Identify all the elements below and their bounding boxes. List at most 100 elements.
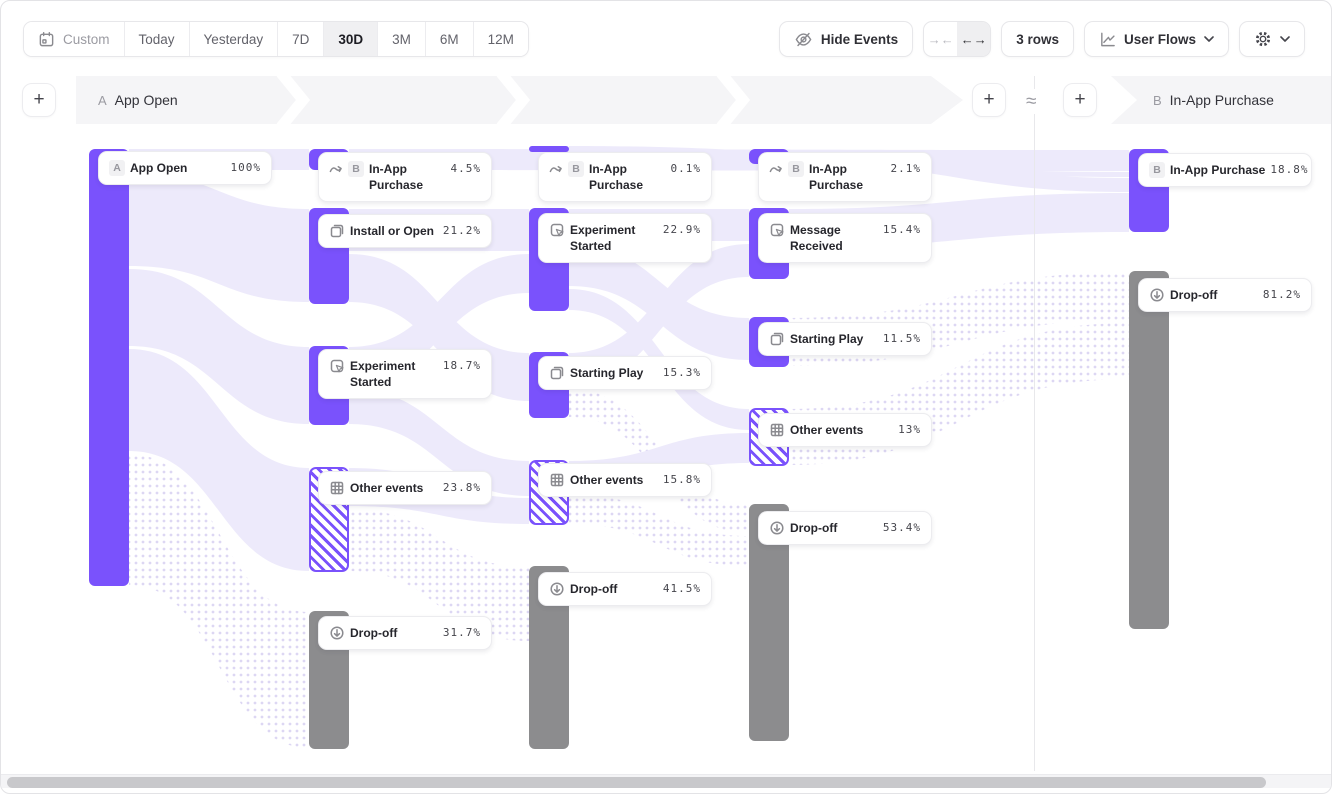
date-range-yesterday[interactable]: Yesterday bbox=[188, 22, 278, 56]
end-event-header[interactable]: B In-App Purchase bbox=[1153, 76, 1274, 124]
flow-node-label: Experiment Started bbox=[350, 359, 416, 390]
flow-node-other-events[interactable]: Other events 23.8% bbox=[318, 471, 492, 506]
date-range-3m[interactable]: 3M bbox=[377, 22, 425, 56]
flow-node-drop-off[interactable]: Drop-off 53.4% bbox=[758, 511, 932, 546]
flow-node-percent: 15.4% bbox=[882, 223, 921, 236]
windows-icon bbox=[769, 331, 785, 347]
hide-events-button[interactable]: Hide Events bbox=[778, 21, 914, 57]
flow-node-starting-play[interactable]: Starting Play 11.5% bbox=[758, 322, 932, 357]
flow-node-label: In-App Purchase bbox=[1170, 163, 1266, 177]
flow-node-experiment-started[interactable]: Experiment Started 18.7% bbox=[318, 349, 492, 400]
flow-node-percent: 13% bbox=[898, 423, 921, 436]
approx-icon: ≈ bbox=[1025, 89, 1038, 114]
event-letter-badge: B bbox=[568, 161, 584, 177]
flow-node-label: Install or Open bbox=[350, 224, 435, 238]
flow-node-drop-off[interactable]: Drop-off 81.2% bbox=[1138, 278, 1312, 313]
flow-node-label: Experiment Started bbox=[570, 223, 636, 254]
date-range-group: Custom Today Yesterday 7D 30D 3M 6M 12M bbox=[23, 21, 529, 57]
date-range-custom[interactable]: Custom bbox=[24, 22, 124, 56]
flow-node-in-app-purchase[interactable]: B In-App Purchase 18.8% bbox=[1138, 153, 1312, 188]
flow-node-label: Drop-off bbox=[1170, 288, 1218, 302]
click-icon bbox=[549, 222, 565, 238]
flow-node-percent: 81.2% bbox=[1262, 288, 1301, 301]
add-step-end-button[interactable]: + bbox=[1063, 83, 1097, 117]
flow-ribbon bbox=[129, 173, 309, 302]
flow-bar-app-open[interactable] bbox=[89, 149, 129, 586]
panel-divider bbox=[1034, 76, 1035, 771]
flow-node-label: Drop-off bbox=[350, 626, 398, 640]
date-range-label: Custom bbox=[63, 31, 110, 47]
end-event-letter: B bbox=[1153, 92, 1162, 108]
flow-ribbon bbox=[129, 269, 309, 424]
flow-node-drop-off[interactable]: Drop-off 31.7% bbox=[318, 616, 492, 651]
drop-icon bbox=[1149, 287, 1165, 303]
drop-icon bbox=[329, 625, 345, 641]
click-icon bbox=[329, 358, 345, 374]
flow-node-experiment-started[interactable]: Experiment Started 22.9% bbox=[538, 213, 712, 264]
add-step-middle-button[interactable]: + bbox=[972, 83, 1006, 117]
horizontal-scrollbar-thumb[interactable] bbox=[7, 776, 1266, 788]
goto-arrow-icon bbox=[329, 162, 343, 176]
flow-node-label: Starting Play bbox=[570, 366, 644, 380]
eye-off-icon bbox=[794, 30, 813, 49]
start-event-header[interactable]: A App Open bbox=[98, 76, 178, 124]
chevron-down-icon bbox=[1204, 36, 1214, 42]
view-select-button[interactable]: User Flows bbox=[1083, 21, 1229, 57]
add-step-start-button[interactable]: + bbox=[22, 83, 56, 117]
flow-node-in-app-purchase[interactable]: B In-App Purchase 0.1% bbox=[538, 152, 712, 203]
flow-node-install-or-open[interactable]: Install or Open 21.2% bbox=[318, 214, 492, 249]
date-range-today[interactable]: Today bbox=[123, 22, 189, 56]
flow-node-in-app-purchase[interactable]: B In-App Purchase 4.5% bbox=[318, 152, 492, 203]
flow-ribbon bbox=[569, 244, 749, 386]
flow-node-other-events[interactable]: Other events 15.8% bbox=[538, 463, 712, 498]
date-range-label: 12M bbox=[487, 31, 514, 47]
flow-node-label: Starting Play bbox=[790, 332, 864, 346]
flow-node-label: Drop-off bbox=[790, 521, 838, 535]
flow-node-label: In-App Purchase bbox=[809, 162, 864, 193]
flow-node-percent: 31.7% bbox=[442, 626, 481, 639]
flow-node-percent: 18.8% bbox=[1270, 163, 1309, 176]
flow-node-percent: 23.8% bbox=[442, 481, 481, 494]
collapse-columns-button[interactable]: →← bbox=[924, 22, 957, 56]
flow-node-starting-play[interactable]: Starting Play 15.3% bbox=[538, 356, 712, 391]
toolbar: Custom Today Yesterday 7D 30D 3M 6M 12M Hide Ev… bbox=[1, 1, 1331, 67]
date-range-12m[interactable]: 12M bbox=[472, 22, 528, 56]
expand-columns-button[interactable]: ←→ bbox=[957, 22, 991, 56]
start-event-letter: A bbox=[98, 92, 107, 108]
flow-ribbon-dropoff bbox=[129, 454, 309, 748]
settings-button[interactable] bbox=[1239, 21, 1305, 57]
flow-node-drop-off[interactable]: Drop-off 41.5% bbox=[538, 572, 712, 607]
end-event-name: In-App Purchase bbox=[1169, 92, 1274, 108]
flow-node-percent: 22.9% bbox=[662, 223, 701, 236]
flow-node-percent: 41.5% bbox=[662, 582, 701, 595]
date-range-label: 6M bbox=[439, 31, 459, 47]
horizontal-scrollbar-track[interactable] bbox=[1, 774, 1331, 788]
flow-node-label: In-App Purchase bbox=[369, 162, 424, 193]
grid-icon bbox=[329, 480, 345, 496]
flow-node-label: Drop-off bbox=[570, 582, 618, 596]
flow-node-percent: 53.4% bbox=[882, 521, 921, 534]
flow-node-in-app-purchase[interactable]: B In-App Purchase 2.1% bbox=[758, 152, 932, 203]
flow-node-percent: 11.5% bbox=[882, 332, 921, 345]
date-range-30d[interactable]: 30D bbox=[323, 22, 378, 56]
flow-bar-in-app-purchase[interactable] bbox=[529, 146, 569, 152]
flow-node-label: App Open bbox=[130, 161, 188, 175]
arrows-collapse-icon: →← bbox=[927, 31, 954, 47]
event-letter-badge: B bbox=[1149, 162, 1165, 178]
flow-node-other-events[interactable]: Other events 13% bbox=[758, 413, 932, 448]
flow-node-app-open[interactable]: A App Open 100% bbox=[98, 151, 272, 186]
rows-label: 3 rows bbox=[1016, 31, 1059, 47]
date-range-7d[interactable]: 7D bbox=[277, 22, 324, 56]
flow-node-label: Message Received bbox=[790, 223, 843, 254]
flow-ribbon-dropoff bbox=[349, 509, 529, 641]
rows-button[interactable]: 3 rows bbox=[1001, 21, 1074, 57]
grid-icon bbox=[769, 422, 785, 438]
flow-ribbon bbox=[129, 349, 309, 571]
goto-arrow-icon bbox=[549, 162, 563, 176]
flow-bar-drop-off[interactable] bbox=[1129, 271, 1169, 629]
flow-node-message-received[interactable]: Message Received 15.4% bbox=[758, 213, 932, 264]
start-event-name: App Open bbox=[114, 92, 178, 108]
date-range-6m[interactable]: 6M bbox=[424, 22, 473, 56]
date-range-label: 30D bbox=[338, 31, 364, 47]
arrows-expand-icon: ←→ bbox=[960, 31, 987, 47]
